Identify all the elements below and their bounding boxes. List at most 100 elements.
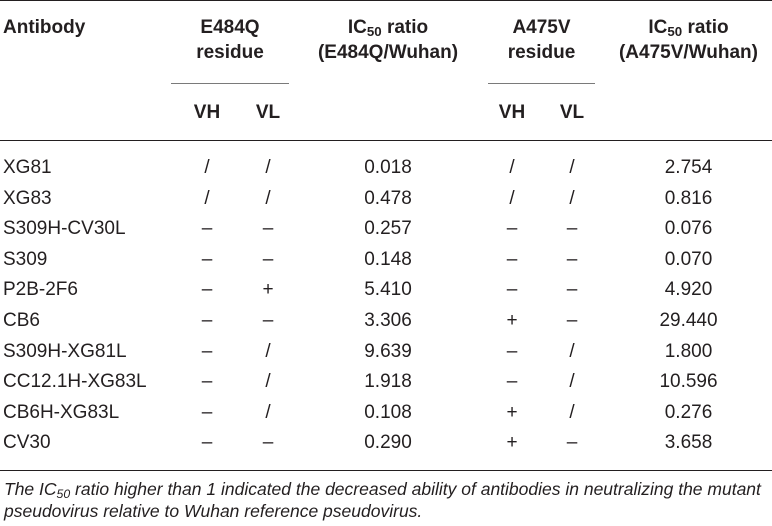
cell-a475v-vl: / <box>569 402 575 423</box>
cell-a475v-vh: – <box>506 341 518 362</box>
cell-ic50-e484q: 0.108 <box>364 402 412 423</box>
footnote-part2: ratio higher than 1 indicated the decrea… <box>4 479 761 521</box>
cell-ic50-a475v: 0.816 <box>664 188 713 209</box>
header-ic50-a475v: IC50 ratio (A475V/Wuhan) <box>605 17 772 64</box>
cell-ic50-a475v: 0.076 <box>664 218 713 239</box>
header-e484q-vl: VL <box>255 102 281 123</box>
cell-antibody: CB6 <box>3 310 40 331</box>
header-ic50-a475v-ic: IC <box>648 17 668 38</box>
header-a475v-residue: A475V residue <box>488 17 595 64</box>
cell-ic50-e484q: 0.018 <box>364 157 412 178</box>
cell-a475v-vh: / <box>509 157 515 178</box>
header-antibody: Antibody <box>3 17 86 38</box>
cell-antibody: S309H-XG81L <box>3 341 127 362</box>
header-ic50-e484q-line2: (E484Q/Wuhan) <box>317 42 459 63</box>
cell-a475v-vl: / <box>569 371 575 392</box>
cell-a475v-vl: / <box>569 341 575 362</box>
cell-antibody: XG81 <box>3 157 52 178</box>
cell-e484q-vh: – <box>201 402 213 423</box>
cell-a475v-vh: + <box>506 402 518 423</box>
cell-antibody: S309H-CV30L <box>3 218 126 239</box>
cell-antibody: XG83 <box>3 188 52 209</box>
cell-e484q-vl: / <box>265 402 271 423</box>
header-ic50-e484q-sub: 50 <box>366 24 382 39</box>
cell-a475v-vl: – <box>566 310 578 331</box>
footnote-part1: The IC <box>4 479 57 499</box>
cell-a475v-vl: / <box>569 157 575 178</box>
cell-e484q-vh: / <box>204 188 210 209</box>
cell-a475v-vh: / <box>509 188 515 209</box>
cell-a475v-vh: – <box>506 249 518 270</box>
cell-e484q-vh: / <box>204 157 210 178</box>
cell-e484q-vl: / <box>265 371 271 392</box>
cell-ic50-a475v: 4.920 <box>664 279 713 300</box>
a475v-subheader-rule <box>488 83 595 84</box>
header-e484q-line2: residue <box>196 42 264 63</box>
cell-antibody: CC12.1H-XG83L <box>3 371 147 392</box>
cell-ic50-a475v: 0.276 <box>664 402 713 423</box>
header-e484q-line1: E484Q <box>200 17 260 38</box>
header-a475v-vh: VH <box>498 102 526 123</box>
header-a475v-line2: residue <box>507 42 576 63</box>
cell-a475v-vh: – <box>506 218 518 239</box>
cell-a475v-vl: – <box>566 218 578 239</box>
cell-e484q-vl: / <box>265 157 271 178</box>
cell-antibody: CB6H-XG83L <box>3 402 120 423</box>
cell-antibody: CV30 <box>3 432 51 453</box>
cell-e484q-vl: – <box>262 218 274 239</box>
cell-a475v-vl: / <box>569 188 575 209</box>
cell-a475v-vh: – <box>506 371 518 392</box>
cell-a475v-vl: – <box>566 249 578 270</box>
cell-ic50-e484q: 0.257 <box>364 218 412 239</box>
cell-ic50-e484q: 9.639 <box>364 341 412 362</box>
cell-ic50-a475v: 3.658 <box>664 432 713 453</box>
cell-antibody: P2B-2F6 <box>3 279 78 300</box>
cell-ic50-e484q: 5.410 <box>364 279 412 300</box>
header-ic50-a475v-ratio: ratio <box>682 17 729 38</box>
cell-ic50-e484q: 0.290 <box>364 432 412 453</box>
cell-e484q-vl: + <box>262 279 274 300</box>
cell-e484q-vh: – <box>201 371 213 392</box>
header-bottom-rule <box>0 140 772 141</box>
footnote-sub: 50 <box>56 487 71 501</box>
cell-e484q-vl: / <box>265 188 271 209</box>
cell-ic50-e484q: 0.148 <box>364 249 412 270</box>
cell-e484q-vl: – <box>262 310 274 331</box>
cell-e484q-vh: – <box>201 218 213 239</box>
cell-ic50-a475v: 29.440 <box>659 310 718 331</box>
header-ic50-e484q-ic: IC <box>347 17 367 38</box>
header-ic50-e484q: IC50 ratio (E484Q/Wuhan) <box>300 17 476 64</box>
cell-ic50-e484q: 3.306 <box>364 310 412 331</box>
header-ic50-e484q-line1: IC50 ratio <box>300 17 476 39</box>
header-ic50-a475v-sub: 50 <box>667 24 683 39</box>
cell-e484q-vl: – <box>262 432 274 453</box>
cell-antibody: S309 <box>3 249 48 270</box>
header-ic50-e484q-ratio: ratio <box>381 17 429 38</box>
top-rule <box>0 0 772 1</box>
header-e484q-residue: E484Q residue <box>171 17 289 64</box>
cell-e484q-vh: – <box>201 341 213 362</box>
cell-e484q-vh: – <box>201 432 213 453</box>
cell-a475v-vh: – <box>506 279 518 300</box>
cell-a475v-vh: + <box>506 432 518 453</box>
cell-e484q-vh: – <box>201 249 213 270</box>
cell-ic50-a475v: 1.800 <box>664 341 713 362</box>
header-a475v-line1: A475V <box>512 17 571 38</box>
cell-a475v-vl: – <box>566 279 578 300</box>
cell-ic50-a475v: 10.596 <box>659 371 718 392</box>
cell-ic50-e484q: 1.918 <box>364 371 412 392</box>
header-ic50-a475v-line1: IC50 ratio <box>605 17 772 39</box>
header-e484q-vh: VH <box>193 102 221 123</box>
cell-ic50-e484q: 0.478 <box>364 188 412 209</box>
table-footnote: The IC50 ratio higher than 1 indicated t… <box>4 478 768 522</box>
cell-e484q-vl: / <box>265 341 271 362</box>
header-a475v-vl: VL <box>559 102 585 123</box>
cell-ic50-a475v: 0.070 <box>664 249 713 270</box>
table-bottom-rule <box>0 470 772 471</box>
cell-a475v-vl: – <box>566 432 578 453</box>
cell-a475v-vh: + <box>506 310 518 331</box>
cell-ic50-a475v: 2.754 <box>664 157 713 178</box>
e484q-subheader-rule <box>171 83 289 84</box>
header-ic50-a475v-line2: (A475V/Wuhan) <box>618 42 758 63</box>
cell-e484q-vl: – <box>262 249 274 270</box>
